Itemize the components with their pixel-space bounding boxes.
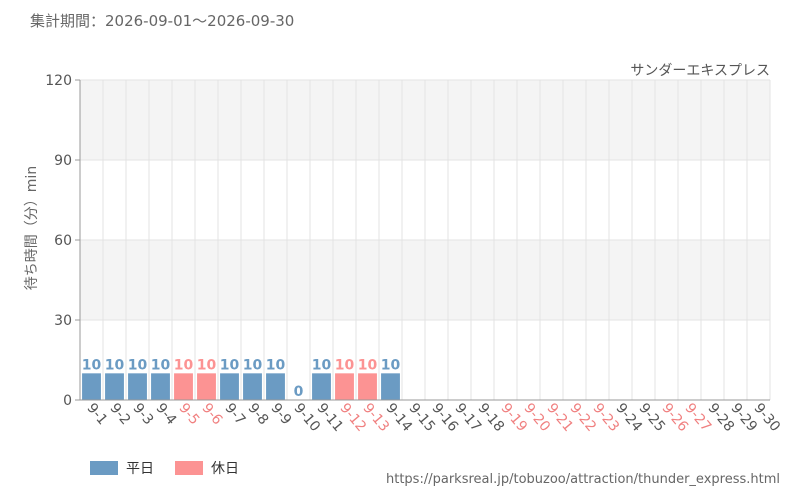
data-label: 10: [105, 357, 125, 373]
legend-swatch-weekday: [90, 461, 118, 475]
data-label: 10: [151, 357, 171, 373]
x-tick-label: 9-5: [175, 400, 202, 428]
x-tick-label: 9-9: [267, 400, 294, 428]
y-tick-label: 120: [45, 73, 72, 89]
bar: [381, 373, 400, 400]
y-tick-label: 60: [54, 233, 72, 249]
data-label: 10: [266, 357, 286, 373]
data-label: 10: [220, 357, 240, 373]
bar-series: [82, 373, 400, 400]
y-tick-labels: 0 30 60 90 120: [45, 73, 72, 409]
legend-label-weekday: 平日: [126, 461, 154, 477]
source-url: https://parksreal.jp/tobuzoo/attraction/…: [386, 472, 780, 487]
bar: [335, 373, 354, 400]
x-tick-label: 9-2: [106, 400, 133, 428]
data-label: 10: [335, 357, 355, 373]
x-tick-label: 9-8: [244, 400, 271, 428]
legend-label-holiday: 休日: [211, 461, 239, 477]
x-tick-label: 9-3: [129, 400, 156, 428]
y-tick-label: 30: [54, 313, 72, 329]
bar: [105, 373, 124, 400]
bar: [358, 373, 377, 400]
legend-holiday: 休日: [175, 458, 239, 478]
bar: [266, 373, 285, 400]
data-label: 10: [243, 357, 263, 373]
data-label: 10: [174, 357, 194, 373]
y-axis-label: 待ち時間（分）min: [24, 166, 40, 290]
chart-title: サンダーエキスプレス: [630, 63, 770, 79]
x-tick-label: 9-6: [198, 400, 225, 428]
x-tick-label: 9-1: [83, 400, 110, 428]
y-tick-label: 0: [63, 393, 72, 409]
x-tick-label: 9-4: [152, 400, 179, 428]
period-label: 集計期間：2026-09-01～2026-09-30: [30, 12, 295, 30]
x-tick-labels: 9-19-29-39-49-59-69-79-89-99-109-119-129…: [83, 400, 783, 435]
x-tick-label: 9-7: [221, 400, 248, 428]
data-label: 10: [381, 357, 401, 373]
data-label: 0: [294, 384, 304, 400]
data-label: 10: [358, 357, 378, 373]
data-label: 10: [128, 357, 148, 373]
data-label: 10: [82, 357, 102, 373]
bar: [82, 373, 101, 400]
data-label: 10: [312, 357, 332, 373]
y-tick-label: 90: [54, 153, 72, 169]
legend-swatch-holiday: [175, 461, 203, 475]
bar: [151, 373, 170, 400]
bar: [128, 373, 147, 400]
bar: [220, 373, 239, 400]
legend-weekday: 平日: [90, 458, 154, 478]
data-label: 10: [197, 357, 217, 373]
bar: [312, 373, 331, 400]
bar: [243, 373, 262, 400]
bar: [174, 373, 193, 400]
bar: [197, 373, 216, 400]
